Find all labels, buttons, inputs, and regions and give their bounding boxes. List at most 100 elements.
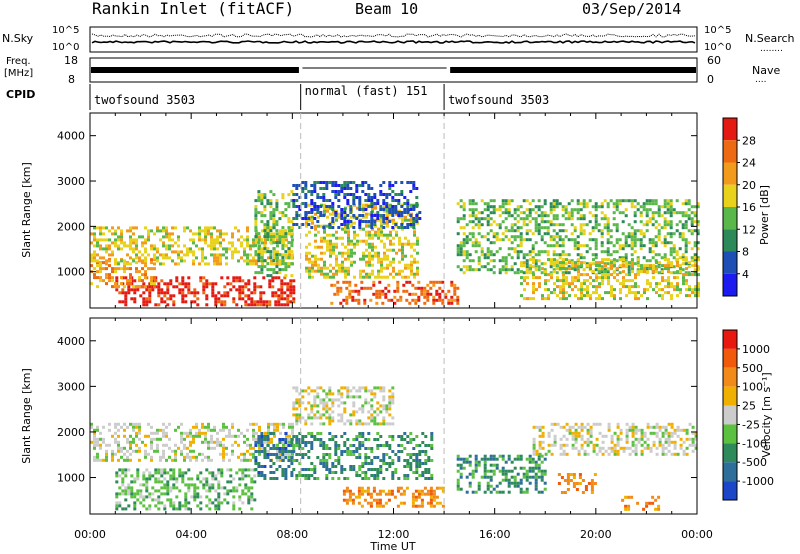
heatmap-cell	[123, 285, 126, 289]
heatmap-cell	[417, 495, 421, 499]
heatmap-cell	[350, 248, 353, 252]
heatmap-cell	[180, 437, 183, 441]
heatmap-cell	[453, 286, 457, 290]
heatmap-cell	[96, 241, 99, 245]
heatmap-cell	[370, 447, 374, 450]
heatmap-cell	[157, 495, 161, 499]
heatmap-cell	[132, 425, 135, 429]
heatmap-cell	[687, 202, 691, 206]
heatmap-cell	[99, 458, 102, 462]
heatmap-cell	[552, 229, 556, 233]
heatmap-cell	[438, 292, 442, 296]
heatmap-cell	[549, 211, 553, 215]
heatmap-cell	[580, 285, 583, 289]
heatmap-cell	[646, 288, 649, 292]
heatmap-cell	[178, 504, 182, 508]
heatmap-cell	[348, 283, 352, 287]
heatmap-cell	[630, 238, 634, 242]
heatmap-cell	[648, 220, 652, 224]
heatmap-cell	[401, 218, 404, 222]
heatmap-cell	[535, 425, 539, 429]
heatmap-cell	[174, 449, 177, 453]
heatmap-cell	[370, 220, 374, 223]
heatmap-cell	[669, 241, 673, 245]
heatmap-cell	[404, 266, 407, 270]
heatmap-cell	[373, 193, 377, 196]
heatmap-cell	[275, 453, 279, 456]
heatmap-cell	[391, 401, 395, 405]
heatmap-cell	[645, 223, 649, 227]
heatmap-cell	[622, 276, 625, 280]
heatmap-cell	[462, 259, 466, 263]
heatmap-cell	[374, 224, 377, 228]
heatmap-cell	[96, 253, 99, 257]
heatmap-cell	[159, 238, 162, 242]
heatmap-cell	[531, 466, 535, 470]
heatmap-cell	[305, 257, 308, 261]
heatmap-cell	[223, 291, 227, 295]
heatmap-cell	[462, 271, 466, 275]
heatmap-cell	[377, 251, 380, 255]
heatmap-cell	[313, 181, 317, 184]
heatmap-cell	[526, 297, 529, 301]
heatmap-cell	[252, 452, 255, 456]
heatmap-cell	[225, 452, 228, 456]
heatmap-cell	[335, 236, 338, 240]
heatmap-cell	[196, 495, 200, 499]
heatmap-cell	[552, 223, 556, 227]
heatmap-cell	[364, 220, 368, 223]
heatmap-cell	[272, 477, 276, 480]
heatmap-cell	[108, 264, 111, 268]
heatmap-cell	[532, 261, 535, 265]
heatmap-cell	[311, 266, 314, 270]
heatmap-cell	[385, 453, 389, 456]
heatmap-cell	[426, 292, 430, 296]
heatmap-cell	[580, 297, 583, 301]
heatmap-cell	[681, 253, 685, 257]
heatmap-cell	[601, 297, 604, 301]
heatmap-cell	[142, 282, 146, 286]
heatmap-cell	[600, 244, 604, 248]
heatmap-cell	[337, 184, 341, 187]
heatmap-cell	[313, 468, 317, 471]
heatmap-cell	[477, 217, 481, 221]
heatmap-cell	[156, 428, 159, 432]
heatmap-cell	[237, 229, 240, 233]
heatmap-cell	[568, 282, 571, 286]
heatmap-cell	[117, 285, 120, 289]
heatmap-cell	[388, 444, 392, 447]
heatmap-cell	[383, 245, 386, 249]
heatmap-cell	[577, 270, 580, 274]
heatmap-cell	[510, 475, 514, 479]
heatmap-cell	[322, 187, 326, 190]
heatmap-cell	[384, 492, 388, 496]
heatmap-cell	[669, 271, 673, 275]
heatmap-cell	[102, 279, 105, 283]
heatmap-cell	[222, 443, 225, 447]
heatmap-cell	[370, 474, 374, 477]
heatmap-cell	[133, 501, 137, 505]
heatmap-cell	[241, 291, 245, 295]
heatmap-cell	[132, 238, 135, 242]
heatmap-cell	[165, 256, 168, 260]
heatmap-cell	[391, 184, 395, 187]
heatmap-cell	[546, 214, 550, 218]
heatmap-cell	[392, 227, 395, 231]
heatmap-cell	[323, 206, 326, 210]
heatmap-cell	[331, 205, 335, 208]
heatmap-cell	[456, 202, 460, 206]
heatmap-cell	[585, 250, 589, 254]
heatmap-cell	[223, 486, 227, 490]
heatmap-cell	[621, 256, 625, 260]
heatmap-cell	[347, 230, 350, 234]
heatmap-cell	[540, 475, 544, 479]
heatmap-cell	[174, 226, 177, 230]
heatmap-cell	[290, 274, 294, 278]
heatmap-cell	[195, 422, 198, 426]
heatmap-cell	[313, 413, 317, 417]
heatmap-cell	[562, 297, 565, 301]
heatmap-cell	[383, 251, 386, 255]
heatmap-cell	[120, 267, 123, 271]
heatmap-cell	[229, 288, 233, 292]
heatmap-cell	[387, 498, 391, 502]
